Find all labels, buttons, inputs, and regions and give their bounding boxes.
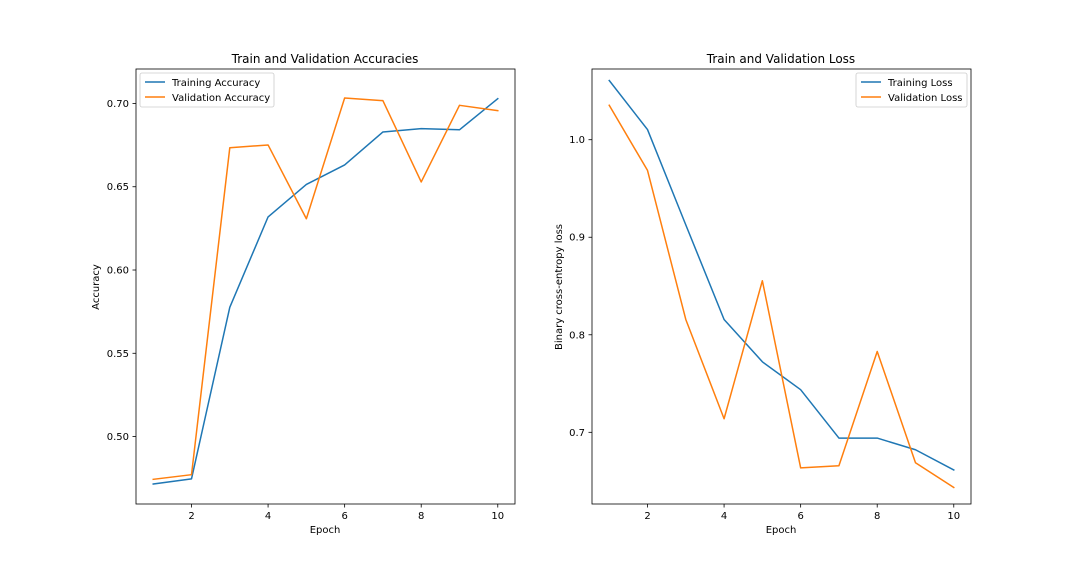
series-line-validation-loss bbox=[608, 104, 955, 489]
series-lines bbox=[152, 97, 499, 485]
chart-title: Train and Validation Accuracies bbox=[231, 52, 419, 66]
y-tick-label: 0.65 bbox=[107, 182, 129, 193]
x-tick-label: 4 bbox=[265, 511, 271, 522]
x-tick-label: 8 bbox=[874, 511, 880, 522]
x-tick-label: 6 bbox=[341, 511, 347, 522]
x-tick-label: 8 bbox=[418, 511, 424, 522]
y-tick-label: 0.8 bbox=[569, 330, 585, 341]
series-lines bbox=[608, 79, 955, 489]
x-ticks: 2 4 6 8 10 bbox=[188, 504, 504, 522]
legend-label-training-loss: Training Loss bbox=[887, 78, 953, 89]
y-ticks: 0.50 0.55 0.60 0.65 0.70 bbox=[107, 99, 136, 443]
y-ticks: 0.7 0.8 0.9 1.0 bbox=[569, 135, 592, 439]
y-tick-label: 0.9 bbox=[569, 233, 585, 244]
legend: Training Accuracy Validation Accuracy bbox=[139, 72, 275, 108]
y-tick-label: 0.55 bbox=[107, 349, 129, 360]
y-axis-label: Accuracy bbox=[91, 264, 102, 310]
series-line-validation-accuracy bbox=[152, 97, 499, 481]
accuracy-chart: Train and Validation Accuracies Epoch Ac… bbox=[91, 52, 516, 536]
x-tick-label: 6 bbox=[797, 511, 803, 522]
plot-frame bbox=[591, 68, 972, 505]
y-tick-label: 0.50 bbox=[107, 432, 129, 443]
x-tick-label: 2 bbox=[644, 511, 650, 522]
series-line-training-accuracy bbox=[152, 97, 499, 485]
y-tick-label: 0.70 bbox=[107, 99, 129, 110]
legend-label-training-accuracy: Training Accuracy bbox=[171, 78, 260, 89]
legend: Training Loss Validation Loss bbox=[855, 72, 968, 108]
x-tick-label: 10 bbox=[947, 511, 960, 522]
y-tick-label: 1.0 bbox=[569, 135, 585, 146]
chart-title: Train and Validation Loss bbox=[706, 52, 855, 66]
legend-box bbox=[855, 72, 968, 108]
legend-label-validation-accuracy: Validation Accuracy bbox=[172, 93, 270, 104]
x-ticks: 2 4 6 8 10 bbox=[644, 504, 960, 522]
x-axis-label: Epoch bbox=[766, 525, 797, 536]
y-tick-label: 0.7 bbox=[569, 428, 585, 439]
plot-frame bbox=[135, 68, 516, 505]
x-tick-label: 4 bbox=[721, 511, 727, 522]
legend-label-validation-loss: Validation Loss bbox=[888, 93, 963, 104]
x-axis-label: Epoch bbox=[310, 525, 341, 536]
y-axis-label: Binary cross-entropy loss bbox=[554, 224, 565, 350]
loss-chart: Train and Validation Loss Epoch Binary c… bbox=[554, 52, 972, 536]
x-tick-label: 10 bbox=[491, 511, 504, 522]
legend-box bbox=[139, 72, 275, 108]
x-tick-label: 2 bbox=[188, 511, 194, 522]
y-tick-label: 0.60 bbox=[107, 266, 129, 277]
